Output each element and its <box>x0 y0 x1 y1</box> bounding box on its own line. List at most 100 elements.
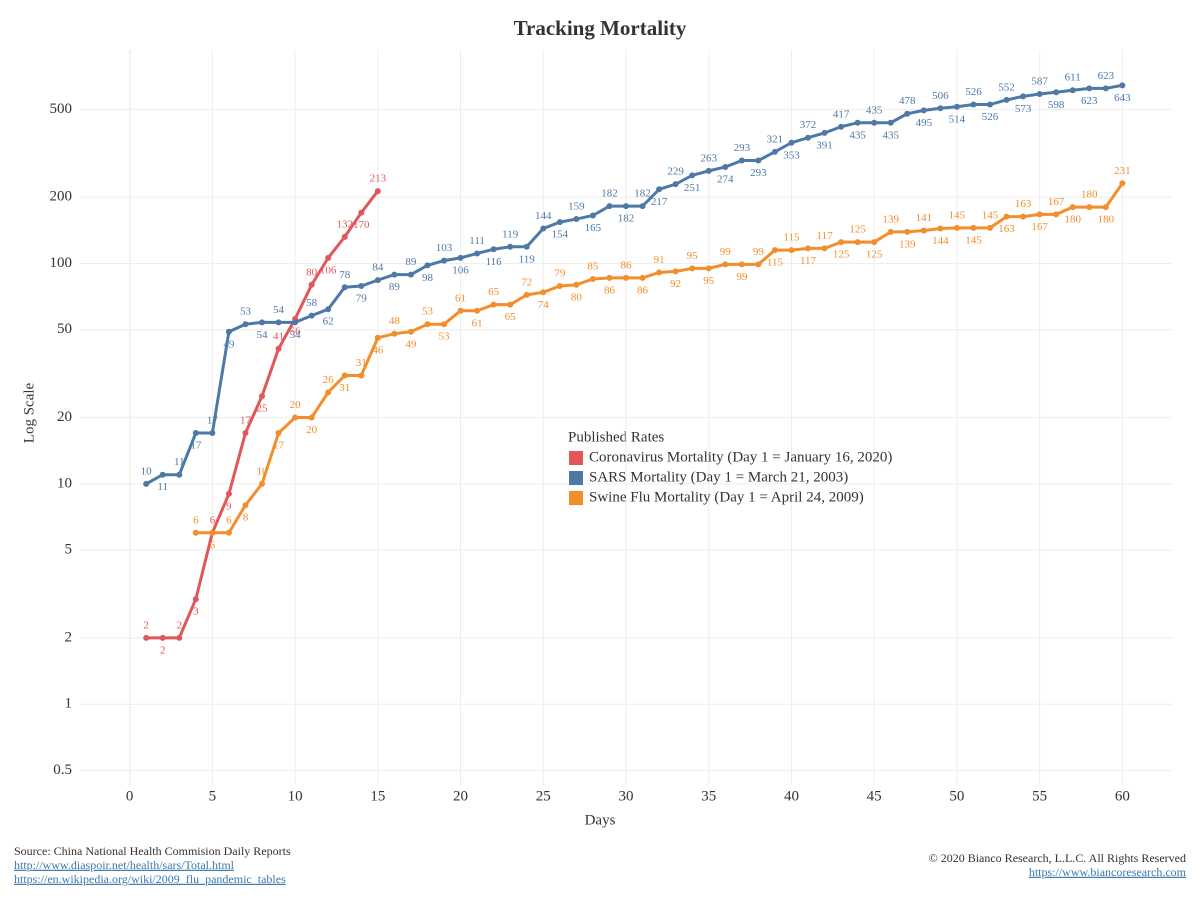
data-point <box>606 203 613 210</box>
data-point <box>225 490 232 497</box>
data-label: 80 <box>571 291 583 303</box>
data-label: 62 <box>323 316 334 328</box>
data-point <box>805 245 811 252</box>
data-label: 8 <box>243 512 249 524</box>
y-axis-label: Log Scale <box>21 382 37 443</box>
data-point <box>821 129 828 136</box>
data-point <box>275 319 282 326</box>
data-point <box>391 330 398 337</box>
data-label: 9 <box>226 500 232 512</box>
data-point <box>953 224 960 231</box>
data-label: 31 <box>339 382 350 394</box>
data-label: 103 <box>436 242 453 254</box>
data-label: 54 <box>257 329 269 341</box>
data-point <box>672 181 679 188</box>
data-point <box>838 239 845 246</box>
data-point <box>259 393 265 400</box>
data-label: 106 <box>452 264 469 276</box>
data-label: 26 <box>323 374 335 386</box>
data-label: 89 <box>389 281 401 293</box>
data-label: 10 <box>257 465 269 477</box>
data-point <box>970 101 977 108</box>
data-point <box>341 284 348 291</box>
data-label: 321 <box>767 133 784 145</box>
data-point <box>871 119 878 126</box>
data-point <box>358 283 365 290</box>
data-point <box>1086 85 1093 92</box>
source-link[interactable]: http://www.diaspoir.net/health/sars/Tota… <box>14 858 235 872</box>
data-point <box>1053 211 1060 218</box>
data-point <box>556 219 563 226</box>
data-point <box>738 157 745 164</box>
data-label: 145 <box>965 234 982 246</box>
data-point <box>755 157 762 164</box>
data-point <box>1102 85 1109 92</box>
data-point <box>424 321 431 328</box>
data-label: 163 <box>1015 198 1032 210</box>
data-label: 182 <box>618 213 635 225</box>
data-label: 17 <box>207 415 219 427</box>
chart-title: Tracking Mortality <box>514 16 687 40</box>
data-point <box>838 123 845 130</box>
data-point <box>1036 91 1043 98</box>
legend-title: Published Rates <box>568 429 664 445</box>
data-label: 49 <box>223 338 235 350</box>
data-point <box>689 265 696 272</box>
data-point <box>374 277 381 284</box>
data-point <box>639 203 646 210</box>
data-label: 61 <box>455 292 466 304</box>
data-point <box>887 228 894 235</box>
data-label: 116 <box>486 256 503 268</box>
data-point <box>722 261 729 268</box>
source-link[interactable]: https://en.wikipedia.org/wiki/2009_flu_p… <box>14 872 286 886</box>
data-point <box>341 233 348 240</box>
data-label: 229 <box>667 166 684 178</box>
data-point <box>308 414 315 421</box>
data-point <box>771 247 778 254</box>
data-label: 79 <box>554 268 566 280</box>
data-point <box>474 307 481 314</box>
data-label: 144 <box>932 235 949 247</box>
data-label: 495 <box>916 117 933 129</box>
data-label: 6 <box>193 514 199 526</box>
data-label: 20 <box>290 399 302 411</box>
x-axis-label: Days <box>585 812 616 828</box>
series-line <box>145 83 1123 486</box>
data-label: 514 <box>949 113 966 125</box>
legend-label: SARS Mortality (Day 1 = March 21, 2003) <box>589 469 848 485</box>
x-tick-label: 5 <box>209 788 217 804</box>
data-label: 91 <box>654 254 665 266</box>
data-label: 182 <box>634 188 651 200</box>
data-point <box>358 372 365 379</box>
website-link[interactable]: https://www.biancoresearch.com <box>1029 865 1187 879</box>
data-label: 144 <box>535 210 552 222</box>
data-label: 115 <box>767 257 784 269</box>
data-point <box>457 307 464 314</box>
data-point <box>242 430 249 437</box>
data-label: 25 <box>257 403 269 415</box>
data-label: 167 <box>1048 196 1065 208</box>
data-point <box>887 119 894 126</box>
data-label: 139 <box>882 213 899 225</box>
data-point <box>292 414 299 421</box>
data-label: 48 <box>389 315 401 327</box>
data-label: 31 <box>356 357 367 369</box>
data-point <box>292 319 299 326</box>
data-label: 159 <box>568 201 585 213</box>
y-tick-label: 20 <box>57 409 72 425</box>
y-tick-label: 10 <box>57 475 72 491</box>
data-point <box>904 110 911 117</box>
data-point <box>937 105 944 112</box>
data-point <box>325 254 332 261</box>
x-tick-label: 35 <box>701 788 716 804</box>
data-label: 391 <box>816 139 833 151</box>
y-tick-label: 0.5 <box>53 762 72 778</box>
data-point <box>589 212 596 219</box>
data-label: 611 <box>1065 72 1081 84</box>
data-label: 213 <box>370 173 387 185</box>
data-label: 478 <box>899 95 916 107</box>
data-point <box>523 291 530 298</box>
data-label: 526 <box>965 86 982 98</box>
data-point <box>1086 204 1093 211</box>
data-label: 17 <box>190 440 202 452</box>
